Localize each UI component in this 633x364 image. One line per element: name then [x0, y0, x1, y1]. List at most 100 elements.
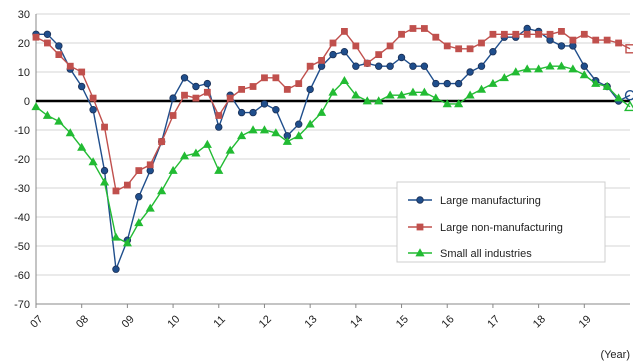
- x-tick-label: 10: [165, 313, 182, 330]
- data-point-large_manufacturing: [100, 166, 109, 175]
- data-point-small_all_industries: [579, 70, 589, 79]
- y-tick-label: 10: [18, 67, 30, 79]
- data-point-large_non_manufacturing: [546, 30, 554, 38]
- data-point-large_non_manufacturing: [341, 27, 348, 35]
- data-point-large_manufacturing: [180, 74, 189, 82]
- data-point-small_all_industries: [282, 136, 292, 145]
- data-point-large_non_manufacturing: [625, 44, 633, 54]
- data-point-large_non_manufacturing: [32, 33, 40, 41]
- data-point-small_all_industries: [442, 99, 452, 108]
- data-point-large_manufacturing: [215, 123, 223, 131]
- data-point-large_non_manufacturing: [112, 187, 120, 195]
- data-point-large_manufacturing: [340, 48, 349, 56]
- data-point-large_manufacturing: [454, 79, 463, 88]
- data-point-large_manufacturing: [523, 24, 531, 33]
- data-point-small_all_industries: [225, 145, 235, 154]
- data-point-large_manufacturing: [489, 48, 497, 56]
- data-point-large_non_manufacturing: [261, 74, 268, 82]
- data-point-large_manufacturing: [420, 62, 429, 70]
- data-point-large_non_manufacturing: [466, 45, 474, 53]
- data-point-large_non_manufacturing: [135, 167, 143, 175]
- series-small_all_industries: [31, 61, 633, 247]
- data-point-small_all_industries: [77, 142, 87, 151]
- data-point-large_non_manufacturing: [478, 39, 485, 47]
- data-point-large_non_manufacturing: [432, 33, 440, 41]
- data-point-large_non_manufacturing: [55, 51, 63, 58]
- legend-box: [396, 181, 606, 263]
- data-point-large_non_manufacturing: [512, 30, 520, 38]
- data-point-large_manufacturing: [580, 62, 589, 70]
- data-point-small_all_industries: [374, 96, 384, 105]
- data-point-large_non_manufacturing: [192, 94, 200, 102]
- data-point-small_all_industries: [431, 93, 441, 102]
- data-point-large_manufacturing: [443, 79, 451, 88]
- legend-label: Large non-manufacturing: [440, 222, 563, 234]
- data-point-small_all_industries: [157, 186, 167, 195]
- data-point-small_all_industries: [408, 87, 418, 96]
- data-point-small_all_industries: [454, 99, 464, 108]
- legend-label: Small all industries: [440, 248, 532, 260]
- data-point-small_all_industries: [385, 90, 395, 99]
- data-point-large_manufacturing: [192, 82, 200, 91]
- data-point-small_all_industries: [99, 177, 110, 186]
- data-point-small_all_industries: [339, 75, 350, 85]
- data-point-large_non_manufacturing: [249, 83, 257, 90]
- x-tick-label: 11: [211, 314, 228, 331]
- y-tick-label: -30: [14, 183, 30, 195]
- data-point-large_non_manufacturing: [123, 181, 131, 189]
- data-point-small_all_industries: [522, 64, 532, 73]
- data-point-large_non_manufacturing: [295, 80, 303, 87]
- legend-label: Large manufacturing: [440, 195, 541, 207]
- data-point-small_all_industries: [214, 165, 224, 174]
- data-point-large_manufacturing: [135, 192, 143, 201]
- data-point-small_all_industries: [122, 238, 132, 247]
- data-point-large_non_manufacturing: [318, 57, 325, 64]
- data-point-large_non_manufacturing: [363, 59, 371, 67]
- data-point-large_manufacturing: [352, 62, 360, 70]
- data-point-large_manufacturing: [272, 105, 280, 114]
- data-point-large_manufacturing: [112, 265, 120, 273]
- data-point-large_manufacturing: [569, 42, 577, 50]
- data-point-small_all_industries: [556, 61, 567, 70]
- data-point-small_all_industries: [134, 218, 144, 227]
- data-point-large_manufacturing: [329, 50, 337, 59]
- data-point-large_manufacturing: [317, 62, 326, 70]
- data-point-small_all_industries: [534, 64, 544, 73]
- data-point-large_non_manufacturing: [169, 112, 177, 119]
- x-tick-label: 13: [302, 313, 319, 330]
- data-point-large_manufacturing: [203, 79, 212, 88]
- data-point-large_manufacturing: [237, 108, 246, 117]
- data-point-large_non_manufacturing: [329, 39, 337, 47]
- y-tick-label: -50: [14, 241, 30, 253]
- data-point-large_manufacturing: [386, 62, 394, 70]
- data-point-large_non_manufacturing: [146, 161, 154, 169]
- data-point-large_non_manufacturing: [569, 36, 577, 44]
- data-point-large_non_manufacturing: [272, 74, 280, 82]
- x-tick-label: 19: [577, 313, 594, 330]
- data-point-large_manufacturing: [466, 68, 474, 76]
- y-tick-label: -70: [14, 299, 30, 311]
- data-point-large_non_manufacturing: [283, 86, 291, 93]
- data-point-large_manufacturing: [624, 90, 633, 101]
- data-point-small_all_industries: [168, 165, 178, 174]
- series-layer: [31, 24, 633, 273]
- data-point-small_all_industries: [31, 102, 41, 111]
- data-point-small_all_industries: [65, 128, 75, 137]
- data-point-large_non_manufacturing: [580, 30, 588, 38]
- data-point-small_all_industries: [191, 148, 201, 157]
- data-point-small_all_industries: [351, 90, 361, 99]
- data-point-small_all_industries: [316, 107, 327, 116]
- data-point-small_all_industries: [237, 131, 247, 140]
- data-point-large_manufacturing: [397, 53, 406, 62]
- data-point-large_non_manufacturing: [558, 27, 565, 35]
- legend-swatch-marker: [415, 248, 425, 257]
- y-tick-label: -10: [14, 125, 30, 137]
- x-tick-label: 12: [257, 313, 274, 330]
- data-point-small_all_industries: [511, 67, 521, 76]
- data-point-large_manufacturing: [146, 166, 154, 175]
- y-tick-label: 30: [18, 9, 30, 21]
- data-point-small_all_industries: [179, 151, 190, 160]
- data-point-small_all_industries: [328, 87, 338, 96]
- data-point-large_manufacturing: [409, 62, 417, 70]
- data-point-small_all_industries: [476, 84, 487, 93]
